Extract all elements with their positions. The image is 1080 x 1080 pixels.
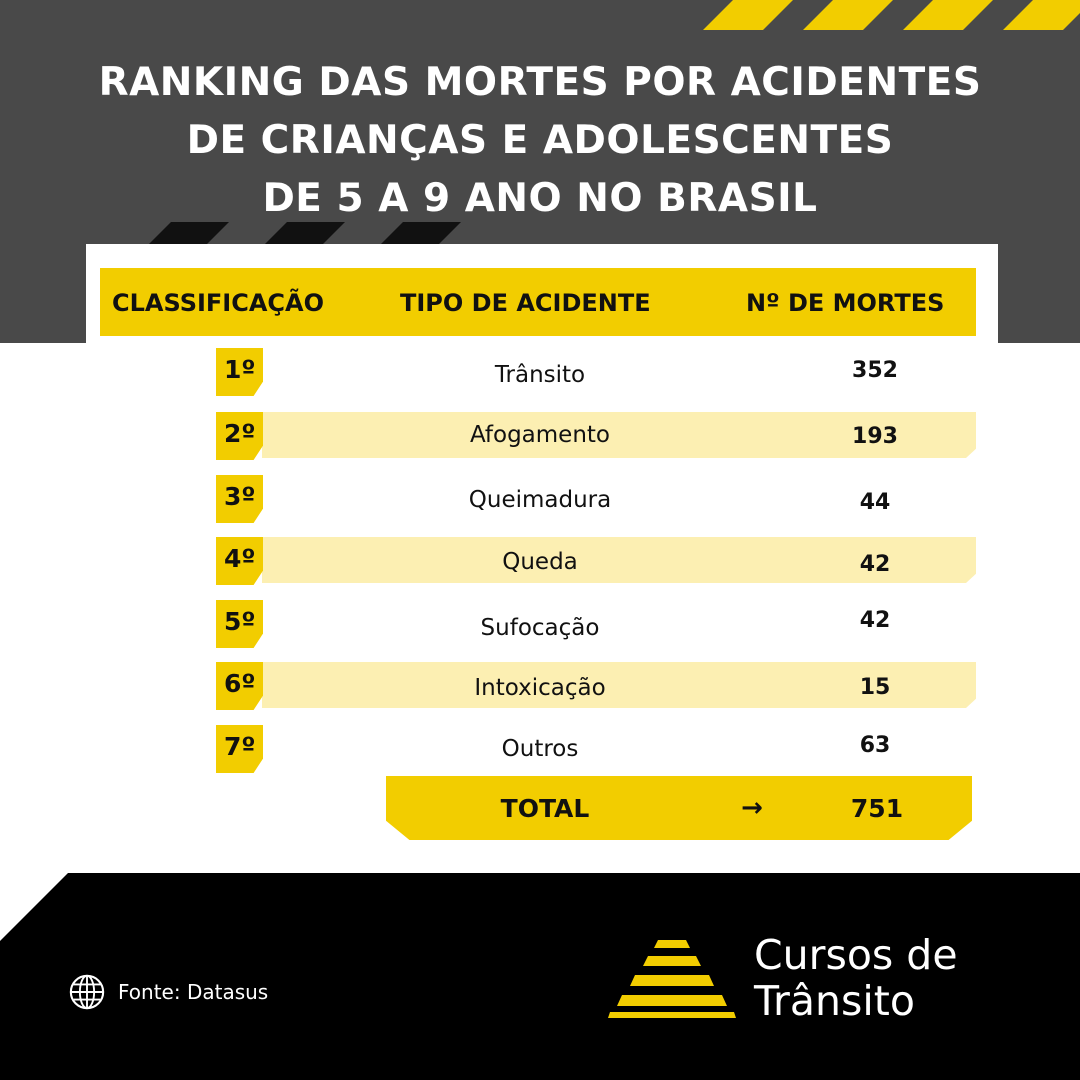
row-highlight: [262, 537, 976, 583]
total-row: [386, 776, 972, 840]
source-credit: Fonte: Datasus: [68, 972, 268, 1012]
header-type: TIPO DE ACIDENTE: [400, 289, 651, 317]
rank-badge: 7º: [216, 725, 263, 773]
brand-line: Cursos de: [754, 931, 958, 979]
rank-badge: 4º: [216, 537, 263, 585]
table-header: CLASSIFICAÇÃO TIPO DE ACIDENTE Nº DE MOR…: [100, 268, 976, 336]
accident-type: Sufocação: [480, 615, 600, 641]
rank-badge: 5º: [216, 600, 263, 648]
title-line: RANKING DAS MORTES POR ACIDENTES: [98, 60, 982, 105]
brand-name: Cursos de Trânsito: [754, 932, 958, 1024]
header-count: Nº DE MORTES: [746, 289, 945, 317]
source-text: Fonte: Datasus: [118, 980, 269, 1004]
rank-badge: 2º: [216, 412, 263, 460]
brand-line: Trânsito: [754, 977, 915, 1025]
page-title: RANKING DAS MORTES POR ACIDENTES DE CRIA…: [40, 54, 1040, 228]
death-count: 42: [859, 552, 891, 577]
globe-icon: [69, 974, 105, 1010]
accident-type: Trânsito: [494, 362, 586, 388]
death-count: 42: [859, 608, 891, 633]
death-count: 15: [859, 675, 891, 700]
accident-type: Queimadura: [468, 487, 612, 513]
death-count: 352: [852, 358, 898, 383]
brand-logo-icon: [608, 940, 736, 1018]
header-rank: CLASSIFICAÇÃO: [112, 289, 325, 317]
row-highlight: [262, 412, 976, 458]
arrow-right-icon: →: [741, 793, 763, 823]
accident-type: Afogamento: [470, 422, 610, 448]
death-count: 44: [859, 490, 891, 515]
title-line: DE 5 A 9 ANO NO BRASIL: [262, 176, 818, 221]
title-line: DE CRIANÇAS E ADOLESCENTES: [186, 118, 894, 163]
rank-badge: 3º: [216, 475, 263, 523]
total-label: TOTAL: [500, 794, 590, 823]
rank-badge: 6º: [216, 662, 263, 710]
accident-type: Queda: [502, 549, 578, 575]
accident-type: Intoxicação: [474, 675, 606, 701]
death-count: 193: [852, 424, 898, 449]
row-highlight: [262, 662, 976, 708]
rank-badge: 1º: [216, 348, 263, 396]
total-value: 751: [850, 794, 904, 823]
footer: [0, 873, 1080, 1080]
death-count: 63: [859, 733, 891, 758]
accident-type: Outros: [501, 736, 579, 762]
